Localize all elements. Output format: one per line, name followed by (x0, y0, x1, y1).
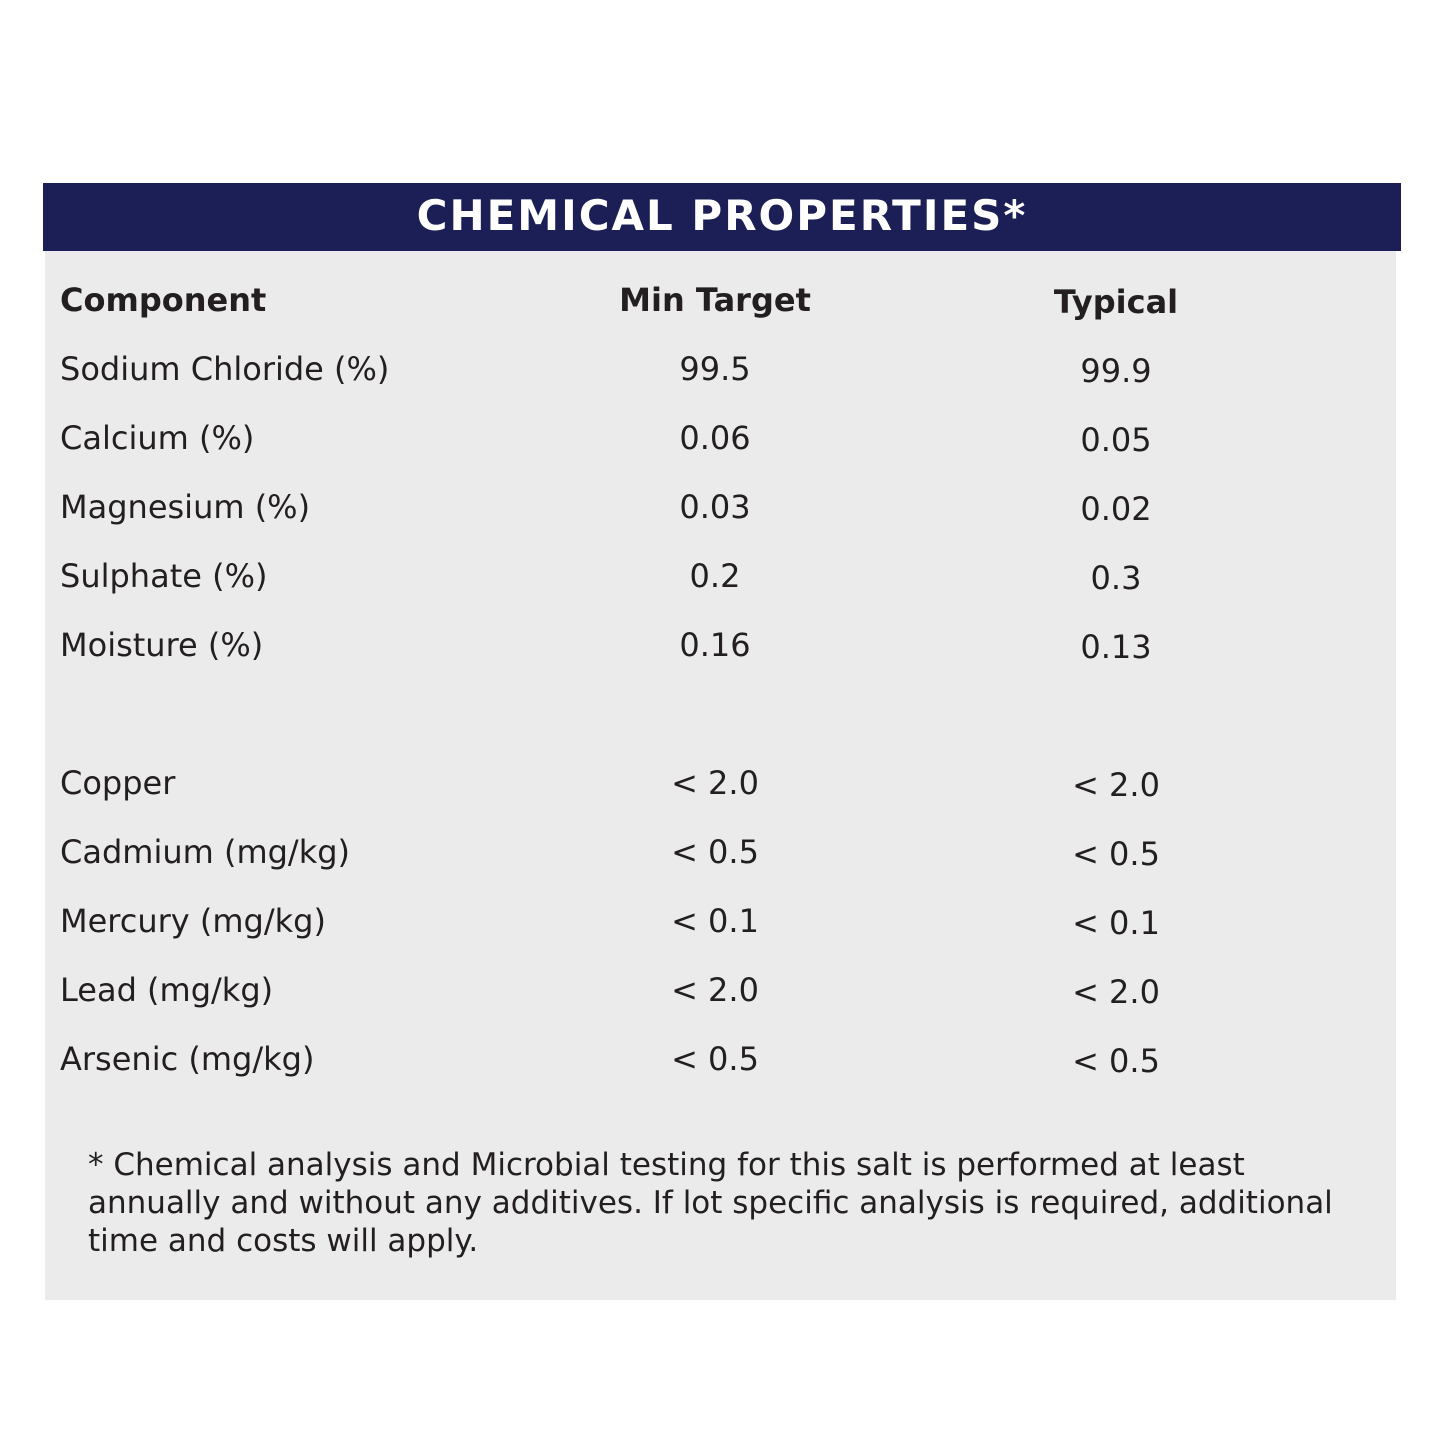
value-cell: 0.02 (1080, 490, 1152, 528)
value-cell: 0.05 (1080, 421, 1152, 459)
value-cell: 0.13 (1080, 628, 1152, 666)
component-name: Copper (60, 764, 176, 802)
value-cell: < 0.1 (671, 902, 759, 940)
footnote: * Chemical analysis and Microbial testin… (88, 1147, 1333, 1259)
table-panel: * Chemical analysis and Microbial testin… (45, 251, 1396, 1300)
header-bar: CHEMICAL PROPERTIES* (43, 183, 1401, 251)
value-cell: 0.03 (679, 488, 751, 526)
value-cell: < 0.5 (1072, 1042, 1160, 1080)
value-cell: < 0.5 (1072, 835, 1160, 873)
component-name: Calcium (%) (60, 419, 255, 457)
value-cell: 99.9 (1080, 352, 1152, 390)
component-name: Magnesium (%) (60, 488, 311, 526)
component-name: Sulphate (%) (60, 557, 268, 595)
value-cell: < 2.0 (1072, 766, 1160, 804)
value-cell: < 2.0 (671, 971, 759, 1009)
column-header: Typical (1053, 283, 1179, 321)
component-name: Moisture (%) (60, 626, 264, 664)
value-cell: 0.06 (679, 419, 751, 457)
value-cell: 0.16 (679, 626, 751, 664)
value-cell: < 2.0 (671, 764, 759, 802)
component-name: Sodium Chloride (%) (60, 350, 390, 388)
column-header: Component (60, 281, 267, 319)
component-name: Arsenic (mg/kg) (60, 1040, 315, 1078)
component-name: Mercury (mg/kg) (60, 902, 326, 940)
value-cell: < 2.0 (1072, 973, 1160, 1011)
value-cell: 0.3 (1090, 559, 1142, 597)
value-cell: 0.2 (689, 557, 741, 595)
value-cell: < 0.5 (671, 1040, 759, 1078)
component-name: Cadmium (mg/kg) (60, 833, 351, 871)
component-name: Lead (mg/kg) (60, 971, 274, 1009)
value-cell: < 0.5 (671, 833, 759, 871)
title: CHEMICAL PROPERTIES* (416, 191, 1028, 240)
value-cell: < 0.1 (1072, 904, 1160, 942)
column-header: Min Target (619, 281, 811, 319)
value-cell: 99.5 (679, 350, 751, 388)
